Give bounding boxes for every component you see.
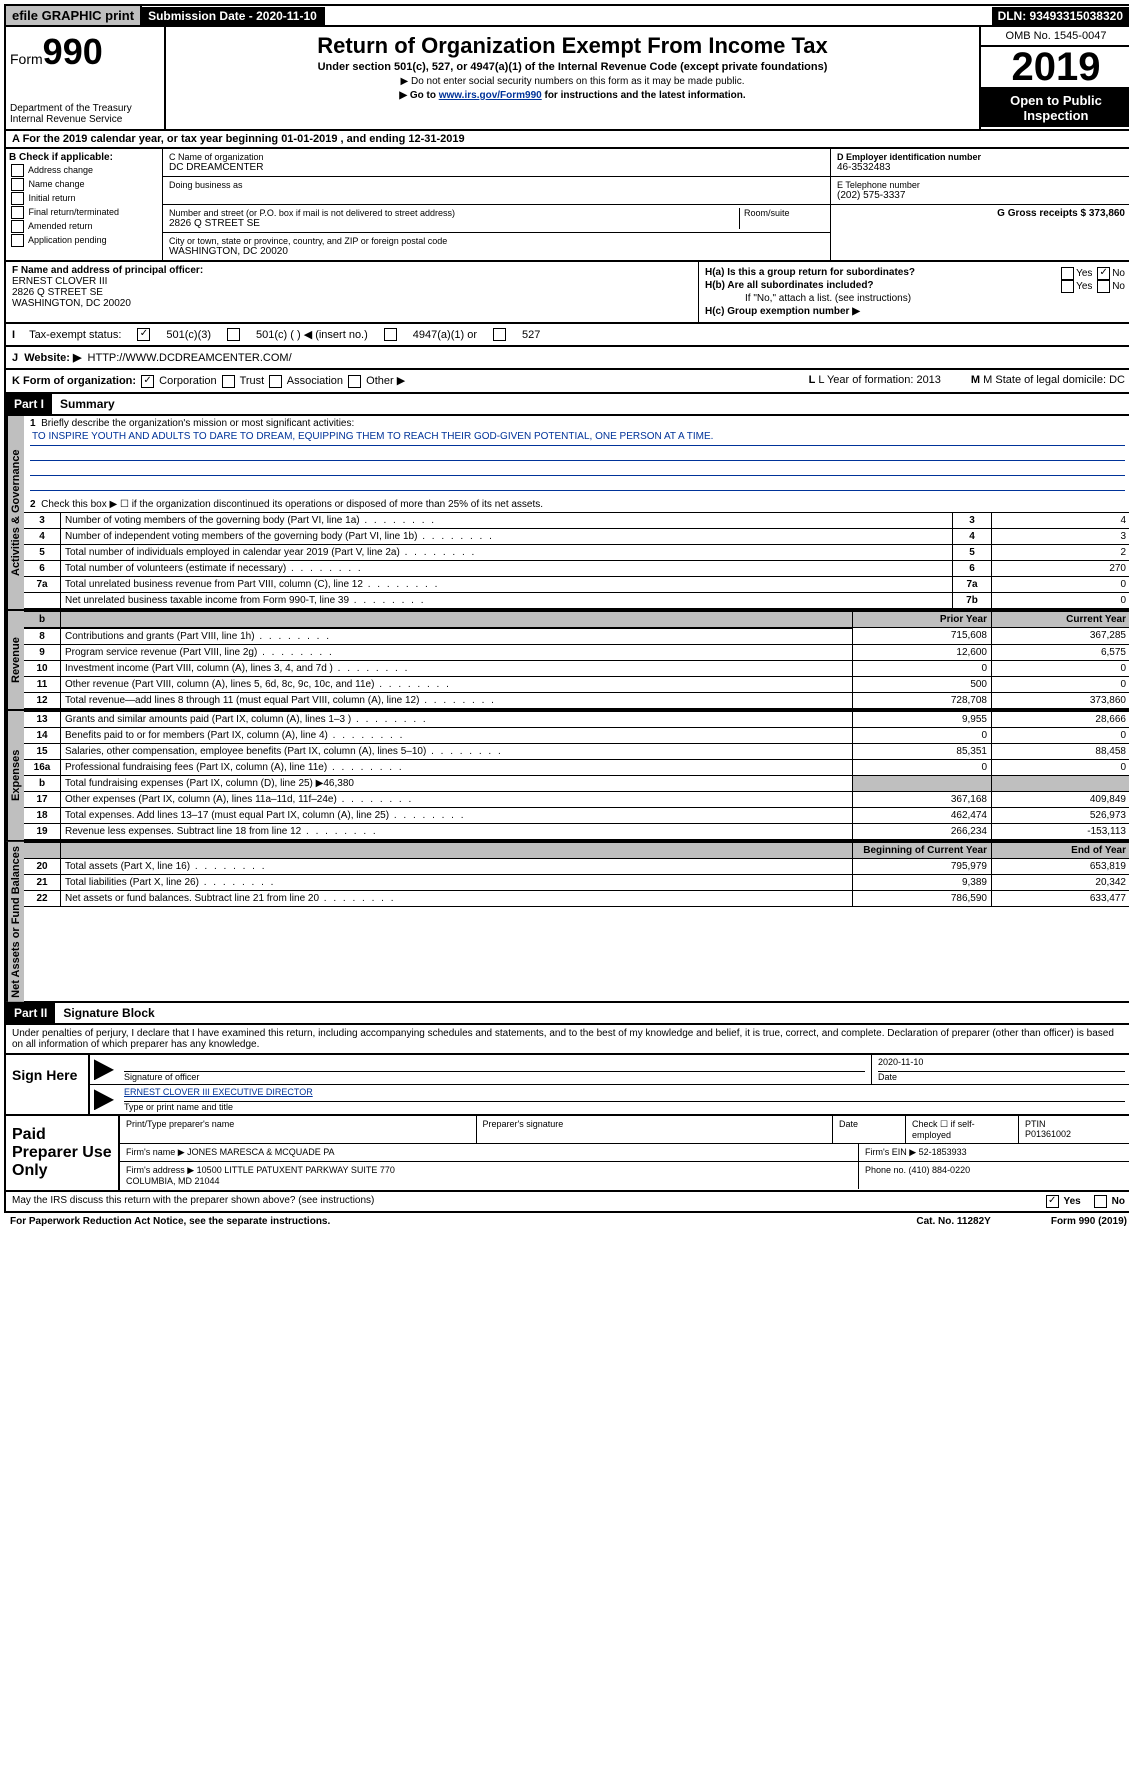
expenses-table: 13Grants and similar amounts paid (Part … — [24, 711, 1129, 840]
chk-assoc[interactable] — [269, 375, 282, 388]
ein: 46-3532483 — [837, 162, 1125, 173]
year-formation: L L Year of formation: 2013 — [809, 374, 941, 388]
chk-initial[interactable]: Initial return — [9, 192, 159, 205]
sign-here-label: Sign Here — [6, 1055, 90, 1114]
chk-discuss-yes[interactable] — [1046, 1195, 1059, 1208]
part1-header: Part I Summary — [4, 394, 1129, 416]
chk-amended[interactable]: Amended return — [9, 220, 159, 233]
instruction-line-1: ▶ Do not enter social security numbers o… — [170, 76, 975, 87]
section-fh: F Name and address of principal officer:… — [4, 262, 1129, 324]
part2-header: Part II Signature Block — [4, 1003, 1129, 1025]
governance-table: 3Number of voting members of the governi… — [24, 512, 1129, 609]
arrow-icon — [94, 1089, 114, 1110]
instruction-line-2: ▶ Go to www.irs.gov/Form990 for instruct… — [170, 90, 975, 101]
firm-name: JONES MARESCA & MCQUADE PA — [187, 1147, 334, 1157]
revenue-table: bPrior YearCurrent Year8Contributions an… — [24, 611, 1129, 709]
arrow-icon — [94, 1059, 114, 1080]
submission-date: Submission Date - 2020-11-10 — [142, 7, 325, 25]
mission-text: TO INSPIRE YOUTH AND ADULTS TO DARE TO D… — [30, 431, 1125, 446]
efile-button[interactable]: efile GRAPHIC print — [6, 6, 142, 25]
firm-phone: Phone no. (410) 884-0220 — [859, 1162, 1129, 1189]
row-a-tax-year: A For the 2019 calendar year, or tax yea… — [4, 131, 1129, 149]
chk-pending[interactable]: Application pending — [9, 234, 159, 247]
chk-discuss-no[interactable] — [1094, 1195, 1107, 1208]
paid-preparer-label: Paid Preparer Use Only — [6, 1116, 120, 1190]
chk-501c[interactable] — [227, 328, 240, 341]
net-assets-table: Beginning of Current YearEnd of Year20To… — [24, 842, 1129, 907]
chk-address[interactable]: Address change — [9, 164, 159, 177]
phone: (202) 575-3337 — [837, 190, 1125, 201]
tax-year: 2019 — [981, 47, 1129, 87]
irs-link[interactable]: www.irs.gov/Form990 — [439, 90, 542, 101]
col-d-contact: D Employer identification number 46-3532… — [831, 149, 1129, 260]
perjury-statement: Under penalties of perjury, I declare th… — [4, 1025, 1129, 1055]
footer-row: For Paperwork Reduction Act Notice, see … — [4, 1213, 1129, 1230]
open-public-badge: Open to Public Inspection — [981, 87, 1129, 127]
side-label-revenue: Revenue — [6, 611, 24, 709]
gross-receipts: G Gross receipts $ 373,860 — [837, 208, 1125, 219]
activities-governance: Activities & Governance 1 Briefly descri… — [4, 416, 1129, 611]
org-street: 2826 Q STREET SE — [169, 218, 739, 229]
form-title: Return of Organization Exempt From Incom… — [170, 33, 975, 59]
dln-number: DLN: 93493315038320 — [992, 7, 1129, 25]
ptin: P01361002 — [1025, 1129, 1125, 1139]
firm-ein: Firm's EIN ▶ 52-1853933 — [859, 1144, 1129, 1161]
side-label-net: Net Assets or Fund Balances — [6, 842, 24, 1002]
form-footer: Form 990 (2019) — [1051, 1216, 1127, 1227]
irs-label: Internal Revenue Service — [10, 114, 160, 125]
col-c-org-info: C Name of organization DC DREAMCENTER Do… — [163, 149, 831, 260]
org-city: WASHINGTON, DC 20020 — [169, 246, 824, 257]
sign-section: Sign Here Signature of officer 2020-11-1… — [4, 1055, 1129, 1116]
officer-city: WASHINGTON, DC 20020 — [12, 298, 692, 309]
paid-preparer-section: Paid Preparer Use Only Print/Type prepar… — [4, 1116, 1129, 1192]
net-assets-section: Net Assets or Fund Balances Beginning of… — [4, 842, 1129, 1004]
row-j-website: J Website: ▶ HTTP://WWW.DCDREAMCENTER.CO… — [4, 347, 1129, 370]
sign-date: 2020-11-10 — [878, 1057, 1125, 1072]
org-name: DC DREAMCENTER — [169, 162, 824, 173]
cat-no: Cat. No. 11282Y — [916, 1216, 990, 1227]
chk-4947[interactable] — [384, 328, 397, 341]
chk-corp[interactable] — [141, 375, 154, 388]
row-i-tax-status: I Tax-exempt status: 501(c)(3) 501(c) ( … — [4, 324, 1129, 347]
form-number: Form990 — [10, 31, 160, 73]
col-b-checkboxes: B Check if applicable: Address change Na… — [6, 149, 163, 260]
form-subtitle: Under section 501(c), 527, or 4947(a)(1)… — [170, 61, 975, 73]
chk-trust[interactable] — [222, 375, 235, 388]
omb-number: OMB No. 1545-0047 — [981, 27, 1129, 47]
top-bar: efile GRAPHIC print Submission Date - 20… — [4, 4, 1129, 27]
side-label-expenses: Expenses — [6, 711, 24, 840]
revenue-section: Revenue bPrior YearCurrent Year8Contribu… — [4, 611, 1129, 711]
website-url[interactable]: HTTP://WWW.DCDREAMCENTER.COM/ — [88, 352, 292, 364]
state-domicile: M M State of legal domicile: DC — [971, 374, 1125, 388]
side-label-governance: Activities & Governance — [6, 416, 24, 609]
expenses-section: Expenses 13Grants and similar amounts pa… — [4, 711, 1129, 842]
chk-527[interactable] — [493, 328, 506, 341]
chk-name[interactable]: Name change — [9, 178, 159, 191]
officer-street: 2826 Q STREET SE — [12, 287, 692, 298]
discuss-row: May the IRS discuss this return with the… — [4, 1192, 1129, 1213]
chk-other[interactable] — [348, 375, 361, 388]
chk-501c3[interactable] — [137, 328, 150, 341]
chk-final[interactable]: Final return/terminated — [9, 206, 159, 219]
form-header: Form990 Department of the Treasury Inter… — [4, 27, 1129, 131]
officer-name: ERNEST CLOVER III — [12, 276, 692, 287]
section-bcd: B Check if applicable: Address change Na… — [4, 149, 1129, 262]
row-k-form-org: K Form of organization: Corporation Trus… — [4, 370, 1129, 394]
dept-treasury: Department of the Treasury — [10, 103, 160, 114]
officer-print-name: ERNEST CLOVER III EXECUTIVE DIRECTOR — [124, 1087, 1125, 1102]
